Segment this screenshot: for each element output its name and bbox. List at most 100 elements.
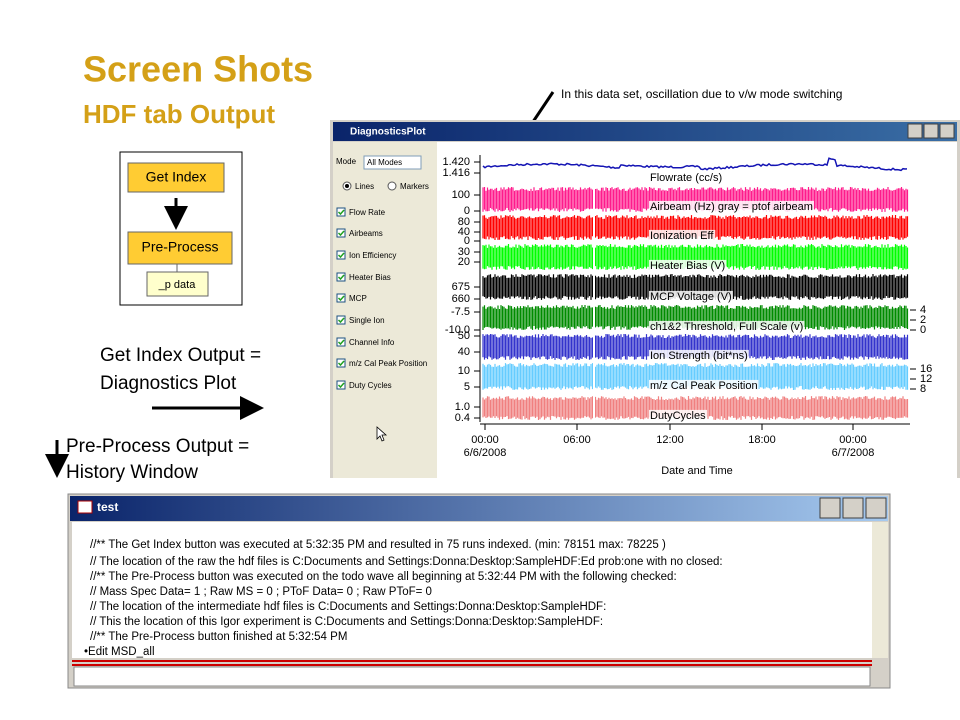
x-tick-time: 06:00 [563,434,591,446]
command-line[interactable] [73,666,871,687]
checkmark [337,382,345,389]
trace [482,305,909,330]
box-get-index [127,162,225,193]
x-tick-date: 6/6/2008 [464,447,507,459]
checkmark [337,274,345,281]
history-line: //** The Pre-Process button finished at … [90,631,347,643]
title-bar [70,496,888,521]
minimize-button[interactable] [819,497,841,519]
slide-subtitle: HDF tab Output [83,99,275,129]
radio-label: Lines [355,182,374,191]
x-axis-label: Date and Time [661,465,733,477]
box-pre-process [127,231,233,265]
x-tick-time: 00:00 [471,434,499,446]
y-tick-label: 10 [458,365,470,377]
checkmark [337,209,345,216]
y-tick-label: 1.420 [442,156,470,168]
trace [482,396,909,420]
checkbox[interactable] [336,207,346,217]
y-tick-label: 0.4 [455,412,470,424]
y-tick-label: 20 [458,256,470,268]
checkbox[interactable] [336,380,346,390]
radio-dot [345,184,349,188]
trace-label: DutyCycles [650,410,706,422]
checkbox[interactable] [336,250,346,260]
x-tick-date: 6/7/2008 [832,447,875,459]
y2-tick-label: 2 [920,314,926,326]
maximize-button[interactable] [842,497,864,519]
checkbox-label: m/z Cal Peak Position [349,359,427,368]
y2-tick-label: 12 [920,373,932,385]
y-tick-label: 50 [458,330,470,342]
label-background [649,200,814,213]
checkmark [337,252,345,259]
checkbox-label: Ion Efficiency [349,251,396,260]
label-background [649,171,724,184]
history-window: test //** The Get Index button was execu… [67,493,891,689]
checkmark [337,295,345,302]
window-icon [77,500,93,514]
y-tick-label: 5 [464,381,470,393]
trace-label: Ion Strength (bit*ns) [650,350,748,362]
checkbox[interactable] [336,228,346,238]
checkmark [337,339,345,346]
checkbox-label: Airbeams [349,229,383,238]
minimize-button[interactable] [907,123,923,139]
label-background [649,379,759,392]
checkbox-label: MCP [349,294,367,303]
box-label: _p data [158,279,197,291]
checkbox[interactable] [336,337,346,347]
y-tick-label: 30 [458,246,470,258]
trace [482,244,909,270]
y-tick-label: 1.416 [442,167,470,179]
y-tick-label: 660 [452,293,470,305]
cursor [376,426,388,442]
y2-tick-label: 4 [920,304,926,316]
history-line: // This the location of this Igor experi… [90,616,603,628]
y-tick-label: 80 [458,216,470,228]
trace [482,157,908,172]
checkbox[interactable] [336,272,346,282]
radio-markers[interactable] [387,181,397,191]
note-line: Diagnostics Plot [100,373,237,394]
mode-label: Mode [336,157,357,166]
history-text-area [72,522,872,658]
history-line: •Edit MSD_all [84,646,155,658]
y-tick-label: 0 [464,235,470,247]
checkbox[interactable] [336,315,346,325]
slide-title: Screen Shots [83,49,313,90]
control-panel [333,142,437,478]
label-background [649,229,716,242]
checkbox[interactable] [336,293,346,303]
trace-label: ch1&2 Threshold, Full Scale (v) [650,321,803,333]
trace [482,334,909,360]
maximize-button[interactable] [923,123,939,139]
y-tick-label: 0 [464,205,470,217]
trace-label: Airbeam (Hz) gray = ptof airbeam [650,201,813,213]
note-line: Pre-Process Output = [66,436,249,457]
x-tick-time: 18:00 [748,434,776,446]
mode-dropdown[interactable] [363,155,422,170]
label-background [649,409,708,422]
trace-label: Ionization Eff [650,230,714,242]
scrollbar[interactable] [872,522,888,658]
diagnostics-window: DiagnosticsPlot Mode All Modes Lines Mar… [330,120,960,478]
checkbox[interactable] [336,358,346,368]
history-line: //** The Get Index button was executed a… [90,539,666,551]
y2-tick-label: 16 [920,363,932,375]
checkmark [337,360,345,367]
history-line: //** The Pre-Process button was executed… [90,571,677,583]
close-button[interactable] [939,123,955,139]
checkbox-label: Flow Rate [349,208,386,217]
annotation: In this data set, oscillation due to v/w… [561,87,842,101]
checkbox-label: Channel Info [349,338,395,347]
box-label: Get Index [146,169,207,185]
close-button[interactable] [865,497,887,519]
checkbox-label: Duty Cycles [349,381,392,390]
trace [482,187,909,212]
x-tick-time: 12:00 [656,434,684,446]
history-line: // The location of the intermediate hdf … [90,601,606,613]
y-tick-label: 40 [458,226,470,238]
checkbox-label: Single Ion [349,316,385,325]
